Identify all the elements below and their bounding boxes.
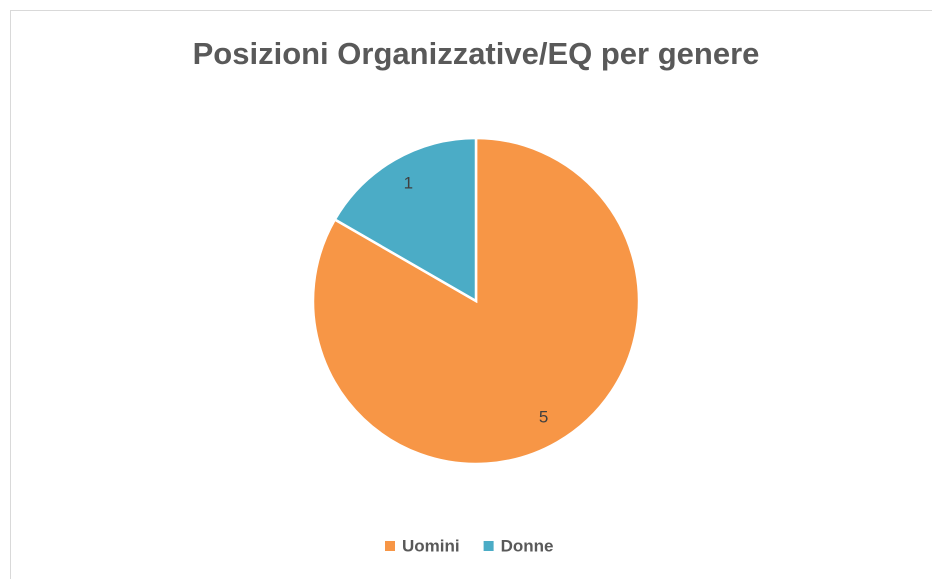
legend-swatch [483, 541, 494, 551]
pie-slice [333, 136, 478, 304]
legend-label: Donne [501, 536, 554, 555]
data-label: 1 [404, 173, 413, 192]
data-label: 5 [539, 408, 548, 427]
legend-swatch [385, 541, 395, 551]
legend-label: Uomini [402, 536, 460, 555]
pie-slice [311, 136, 641, 466]
chart-title: Posizioni Organizzative/EQ per genere [193, 36, 760, 71]
